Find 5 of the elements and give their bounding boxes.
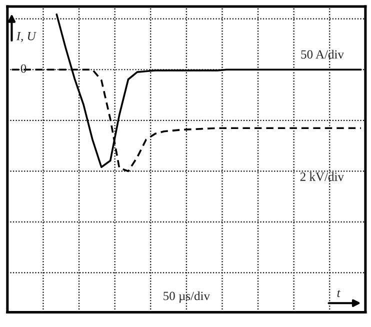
text: 2 kV/div xyxy=(300,172,344,182)
annotation: I, U xyxy=(16,32,36,42)
annotation: 50 A/div xyxy=(301,50,344,59)
text: 50 µs/div xyxy=(164,291,210,303)
text: t xyxy=(337,290,341,298)
